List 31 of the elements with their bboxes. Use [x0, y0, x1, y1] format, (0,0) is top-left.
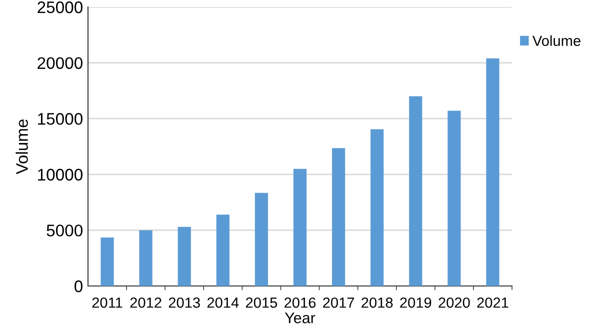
y-tick-label: 10000: [38, 168, 82, 181]
bar: [254, 192, 268, 286]
bar: [370, 129, 384, 286]
x-tick-label: 2021: [477, 297, 508, 308]
x-tick-label: 2016: [284, 297, 316, 308]
x-tick-label: 2011: [92, 297, 122, 308]
x-tick-label: 2012: [130, 297, 162, 308]
x-tick-label: 2015: [246, 297, 278, 308]
y-tick-label: 5000: [46, 224, 82, 236]
bar: [332, 148, 346, 286]
bar: [100, 237, 114, 286]
y-axis-title: Volume: [16, 119, 28, 174]
bar: [448, 110, 461, 286]
y-tick-label: 15000: [38, 113, 82, 125]
x-tick-label: 2013: [168, 297, 200, 308]
y-tick-label: 20000: [38, 57, 82, 70]
bar: [293, 168, 307, 286]
legend-label: Volume: [532, 35, 580, 46]
bar: [409, 96, 422, 286]
x-tick-label: 2018: [362, 297, 393, 308]
x-tick-label: 2020: [438, 297, 470, 308]
x-axis-title: Year: [284, 312, 316, 324]
bar: [139, 230, 152, 286]
x-tick-label: 2017: [323, 297, 354, 308]
y-tick-label: 0: [74, 280, 82, 292]
y-tick-label: 25000: [38, 1, 82, 14]
bar: [178, 226, 191, 286]
x-tick-label: 2019: [400, 297, 432, 308]
bar: [486, 58, 500, 286]
bar: [216, 214, 230, 286]
x-tick-label: 2014: [207, 297, 239, 308]
